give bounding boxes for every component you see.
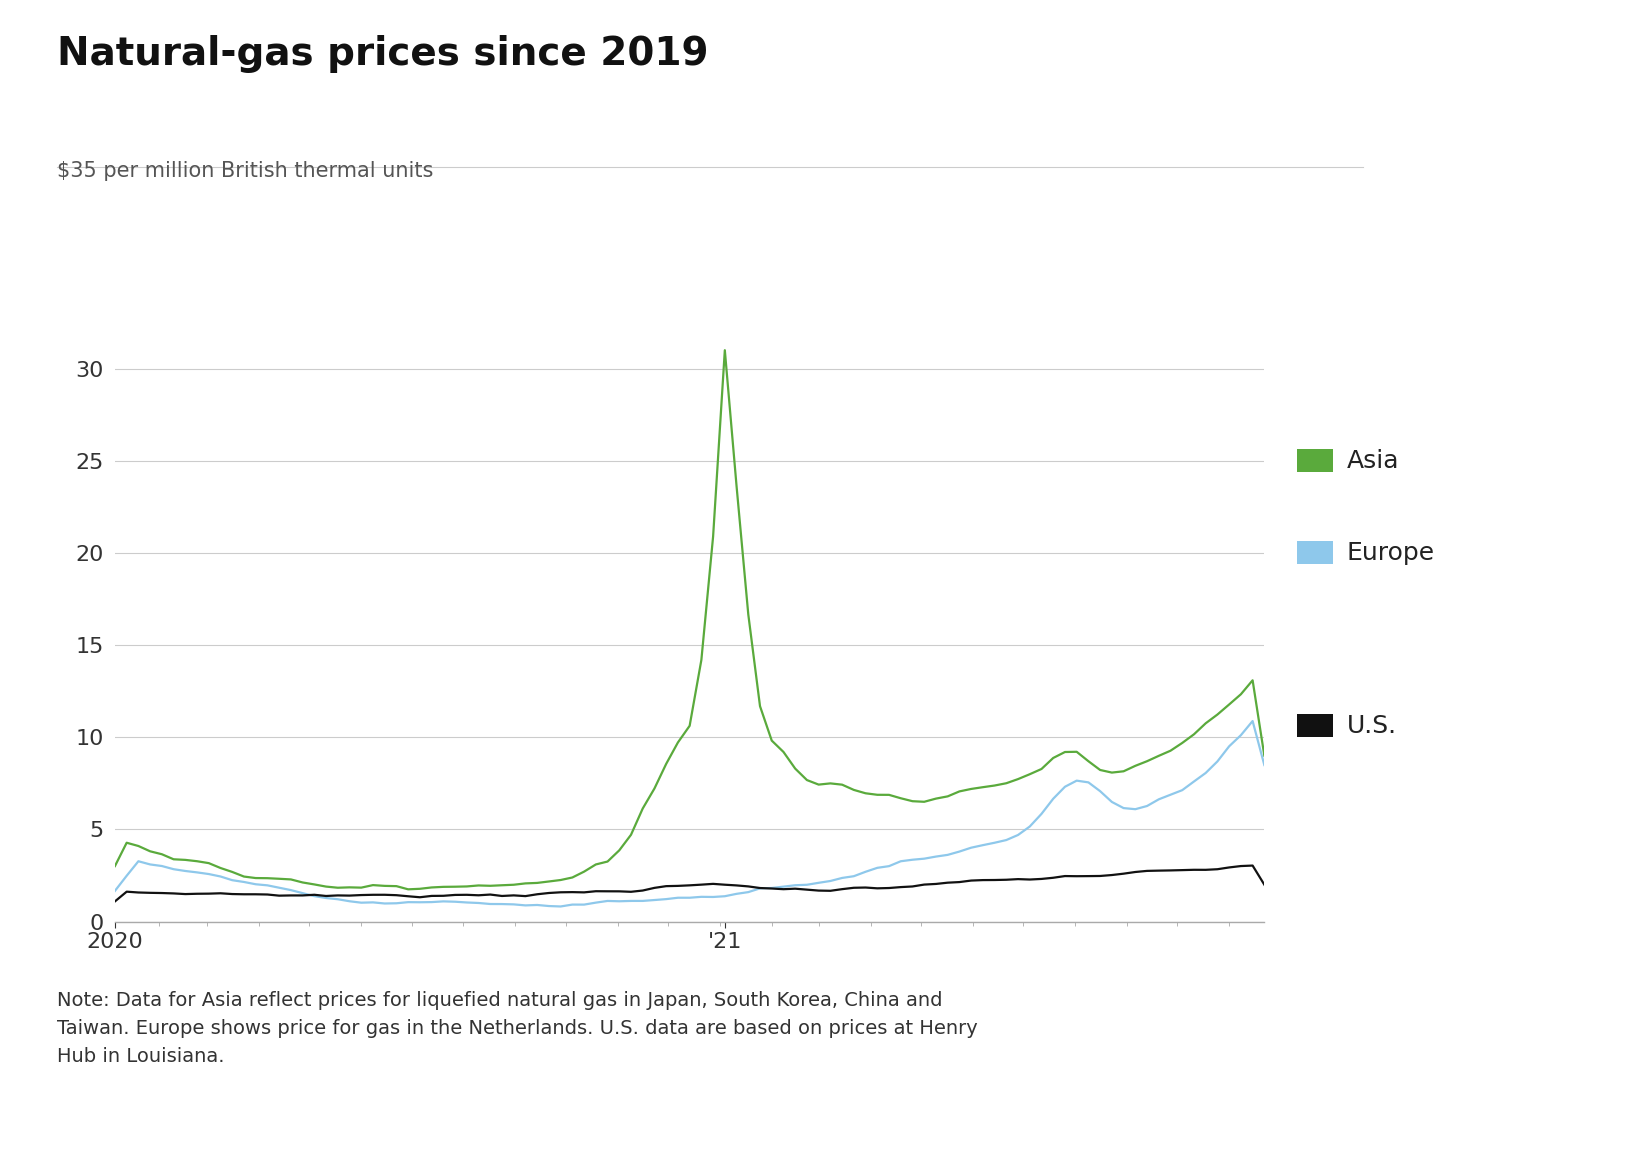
Text: Europe: Europe xyxy=(1346,541,1435,564)
Text: Natural-gas prices since 2019: Natural-gas prices since 2019 xyxy=(57,35,709,73)
Text: Note: Data for Asia reflect prices for liquefied natural gas in Japan, South Kor: Note: Data for Asia reflect prices for l… xyxy=(57,991,979,1066)
Text: Asia: Asia xyxy=(1346,449,1399,472)
Text: U.S.: U.S. xyxy=(1346,714,1397,737)
Text: $35 per million British thermal units: $35 per million British thermal units xyxy=(57,161,433,181)
